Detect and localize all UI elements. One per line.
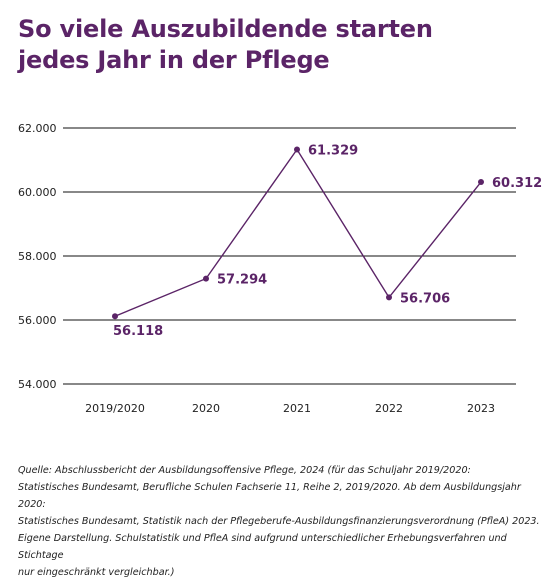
data-point bbox=[294, 146, 300, 153]
source-line-5: nur eingeschränkt vergleichbar.) bbox=[18, 567, 175, 578]
data-point bbox=[478, 179, 484, 186]
y-tick-label: 58.000 bbox=[18, 250, 57, 263]
x-tick-label: 2022 bbox=[375, 402, 403, 415]
data-labels: 56.118 57.294 61.329 56.706 60.312 bbox=[113, 143, 542, 339]
source-line-1: Quelle: Abschlussbericht der Ausbildungs… bbox=[18, 465, 471, 476]
chart-title-line-1: So viele Auszubildende starten bbox=[18, 15, 433, 43]
data-point bbox=[386, 294, 392, 301]
chart-title-line-2: jedes Jahr in der Pflege bbox=[18, 46, 330, 74]
data-label: 56.706 bbox=[400, 291, 450, 306]
series-line bbox=[112, 146, 484, 320]
x-tick-label: 2023 bbox=[467, 402, 495, 415]
data-point bbox=[203, 275, 209, 282]
data-point bbox=[112, 313, 118, 320]
chart-title: So viele Auszubildende starten jedes Jah… bbox=[18, 14, 548, 76]
line-chart: 54.000 56.000 58.000 60.000 62.000 2019/2020… bbox=[18, 122, 542, 415]
data-label: 60.312 bbox=[492, 176, 542, 191]
x-tick-label: 2020 bbox=[192, 402, 220, 415]
y-tick-label: 60.000 bbox=[18, 186, 57, 199]
source-note: Quelle: Abschlussbericht der Ausbildungs… bbox=[18, 462, 546, 581]
y-axis-ticks: 54.000 56.000 58.000 60.000 62.000 bbox=[18, 122, 57, 391]
gridlines bbox=[63, 127, 516, 385]
x-axis-ticks: 2019/2020 2020 2021 2022 2023 bbox=[85, 402, 495, 415]
source-line-4: Eigene Darstellung. Schulstatistik und P… bbox=[18, 533, 507, 561]
x-tick-label: 2019/2020 bbox=[85, 402, 145, 415]
y-tick-label: 62.000 bbox=[18, 122, 57, 135]
data-label: 57.294 bbox=[217, 273, 267, 288]
y-tick-label: 56.000 bbox=[18, 314, 57, 327]
data-label: 61.329 bbox=[308, 143, 358, 158]
x-tick-label: 2021 bbox=[283, 402, 311, 415]
data-label: 56.118 bbox=[113, 324, 163, 339]
y-tick-label: 54.000 bbox=[18, 378, 57, 391]
source-line-2: Statistisches Bundesamt, Berufliche Schu… bbox=[18, 482, 521, 510]
source-line-3: Statistisches Bundesamt, Statistik nach … bbox=[18, 516, 540, 527]
